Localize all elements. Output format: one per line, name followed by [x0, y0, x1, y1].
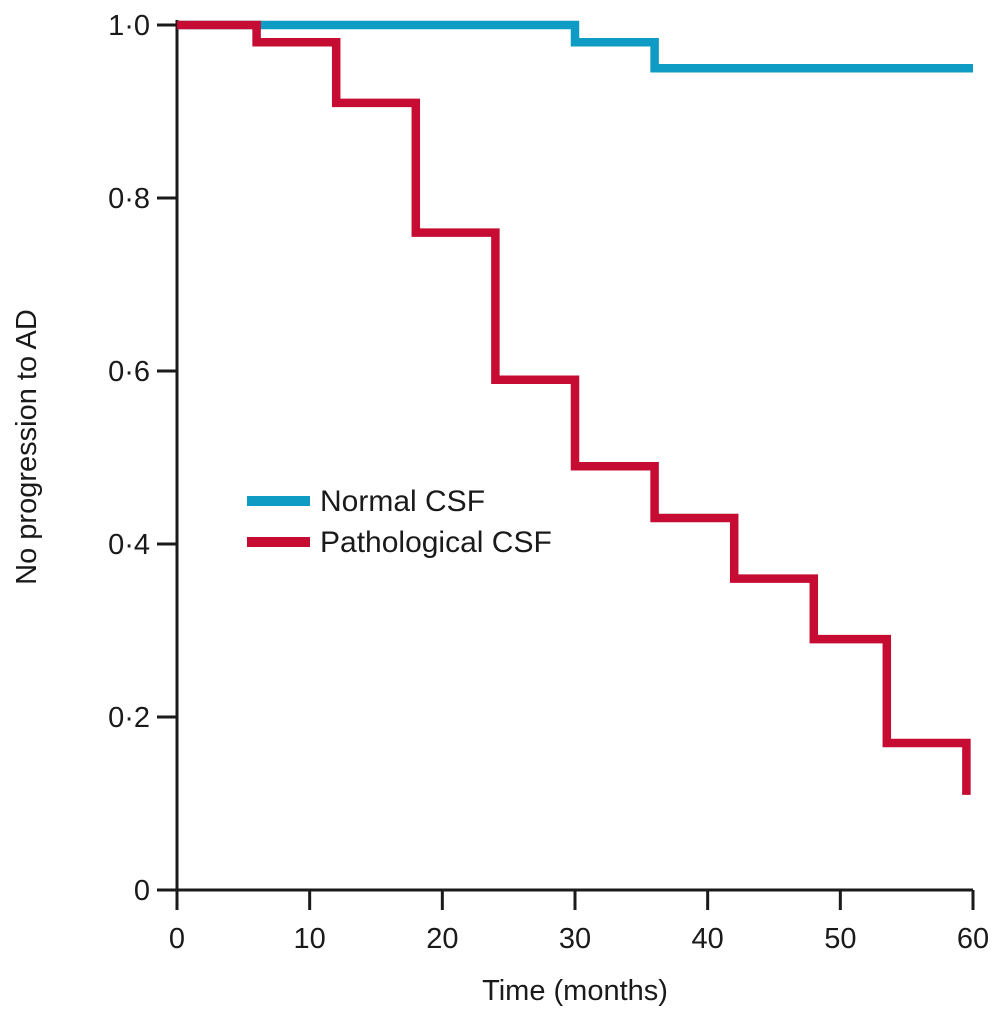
y-tick-label: 0·8 [108, 183, 150, 215]
y-tick-label: 1·0 [108, 10, 150, 42]
x-tick-label: 0 [169, 923, 185, 955]
series-lines [177, 20, 973, 795]
x-tick-label: 20 [426, 923, 458, 955]
legend: Normal CSF Pathological CSF [247, 485, 552, 559]
y-axis-ticks: 1·0 0·8 0·6 0·4 0·2 0 [108, 10, 177, 907]
x-axis-ticks: 0 10 20 30 40 50 60 [169, 890, 989, 955]
y-tick-label: 0·4 [108, 529, 150, 561]
x-tick-label: 60 [957, 923, 989, 955]
x-tick-label: 40 [692, 923, 724, 955]
x-tick-label: 30 [559, 923, 591, 955]
x-tick-label: 10 [294, 923, 326, 955]
series-normal-csf [177, 20, 973, 73]
y-axis-title: No progression to AD [11, 309, 43, 585]
legend-label-pathological-csf: Pathological CSF [320, 526, 552, 559]
y-tick-label: 0 [134, 875, 150, 907]
x-tick-label: 50 [824, 923, 856, 955]
x-axis-title: Time (months) [482, 975, 668, 1007]
series-pathological-csf [177, 20, 971, 795]
y-tick-label: 0·6 [108, 356, 150, 388]
legend-label-normal-csf: Normal CSF [320, 485, 485, 518]
y-tick-label: 0·2 [108, 702, 150, 734]
